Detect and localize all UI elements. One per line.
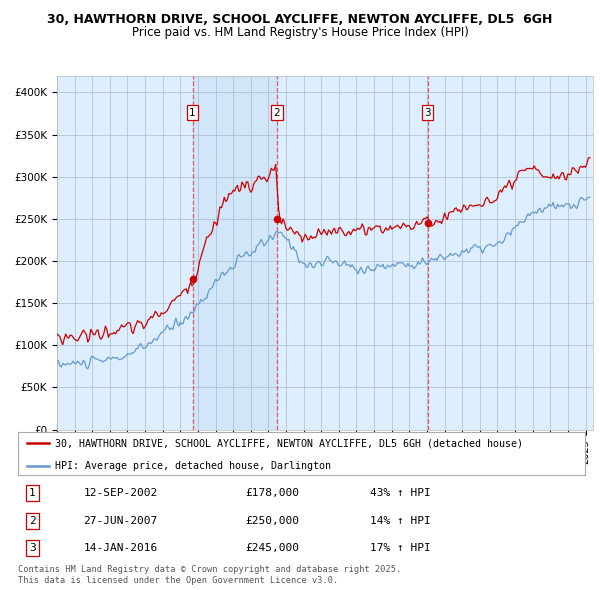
Text: Contains HM Land Registry data © Crown copyright and database right 2025.
This d: Contains HM Land Registry data © Crown c…	[18, 565, 401, 585]
Text: 43% ↑ HPI: 43% ↑ HPI	[370, 488, 430, 498]
Text: £250,000: £250,000	[245, 516, 299, 526]
Text: £245,000: £245,000	[245, 543, 299, 553]
Text: HPI: Average price, detached house, Darlington: HPI: Average price, detached house, Darl…	[55, 461, 331, 471]
Text: 12-SEP-2002: 12-SEP-2002	[83, 488, 157, 498]
Text: 27-JUN-2007: 27-JUN-2007	[83, 516, 157, 526]
Text: 30, HAWTHORN DRIVE, SCHOOL AYCLIFFE, NEWTON AYCLIFFE, DL5 6GH (detached house): 30, HAWTHORN DRIVE, SCHOOL AYCLIFFE, NEW…	[55, 438, 523, 448]
Text: 17% ↑ HPI: 17% ↑ HPI	[370, 543, 430, 553]
Bar	[193, 76, 277, 430]
Text: 14-JAN-2016: 14-JAN-2016	[83, 543, 157, 553]
Text: 2: 2	[274, 108, 280, 117]
Text: 3: 3	[29, 543, 35, 553]
Text: 14% ↑ HPI: 14% ↑ HPI	[370, 516, 430, 526]
Text: 30, HAWTHORN DRIVE, SCHOOL AYCLIFFE, NEWTON AYCLIFFE, DL5  6GH: 30, HAWTHORN DRIVE, SCHOOL AYCLIFFE, NEW…	[47, 13, 553, 26]
Text: 3: 3	[424, 108, 431, 117]
Text: 1: 1	[29, 488, 35, 498]
Text: £178,000: £178,000	[245, 488, 299, 498]
Text: 2: 2	[29, 516, 35, 526]
Text: 1: 1	[189, 108, 196, 117]
Text: Price paid vs. HM Land Registry's House Price Index (HPI): Price paid vs. HM Land Registry's House …	[131, 26, 469, 39]
